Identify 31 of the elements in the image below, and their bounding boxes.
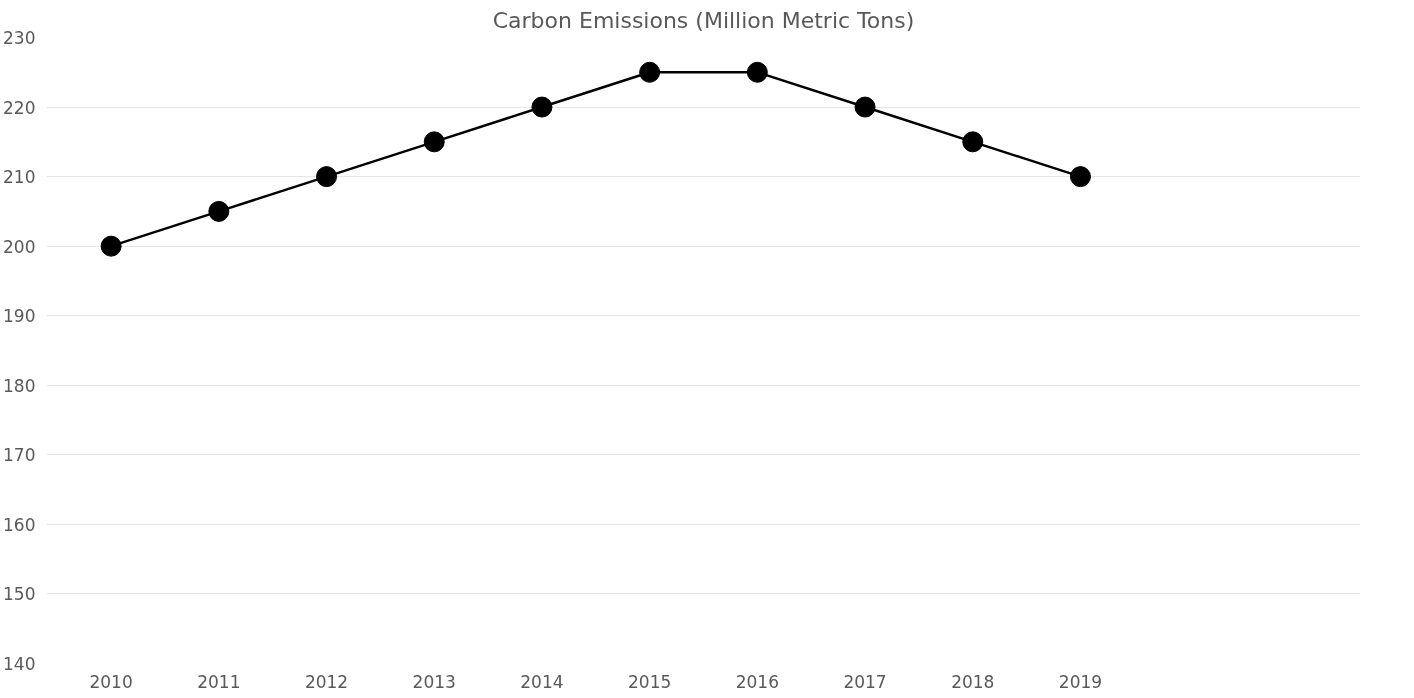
y-tick-label: 230 <box>3 28 36 48</box>
y-tick-label: 210 <box>3 167 36 188</box>
point <box>423 131 445 153</box>
point <box>746 61 768 83</box>
y-tick-label: 190 <box>3 306 36 327</box>
point <box>639 61 661 83</box>
y-tick-label: 200 <box>3 236 36 257</box>
x-tick-label: 2013 <box>412 671 456 692</box>
point <box>531 96 553 118</box>
x-tick-label: 2019 <box>1058 671 1103 692</box>
point <box>208 200 230 222</box>
x-tick-label: 2016 <box>735 671 779 692</box>
point <box>100 235 122 257</box>
y-tick-label: 170 <box>3 445 36 466</box>
x-tick-label: 2012 <box>304 671 349 692</box>
x-tick-label: 2014 <box>520 671 564 692</box>
chart-title: Carbon Emissions (Million Metric Tons) <box>492 7 915 33</box>
y-tick-label: 140 <box>3 654 36 674</box>
x-tick-label: 2015 <box>628 671 672 692</box>
point <box>316 166 338 188</box>
x-tick-label: 2017 <box>843 671 887 692</box>
point <box>962 131 984 153</box>
point <box>854 96 876 118</box>
y-tick-label: 220 <box>3 97 36 118</box>
y-tick-label: 180 <box>3 375 36 396</box>
y-tick-label: 160 <box>3 514 36 535</box>
x-tick-label: 2010 <box>89 671 133 692</box>
x-tick-label: 2011 <box>197 671 241 692</box>
y-tick-label: 150 <box>3 584 36 605</box>
point <box>1069 166 1091 188</box>
x-tick-label: 2018 <box>951 671 995 692</box>
